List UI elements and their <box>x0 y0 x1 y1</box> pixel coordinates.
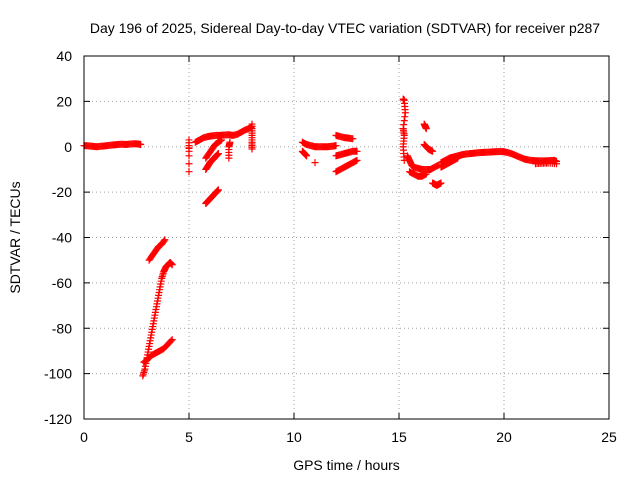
data-point <box>422 125 430 133</box>
data-point <box>214 186 222 194</box>
series-p287 <box>80 95 560 380</box>
data-point <box>248 120 256 128</box>
x-axis-label: GPS time / hours <box>293 457 400 473</box>
data-point <box>353 147 361 155</box>
y-tick-label: -100 <box>44 366 72 382</box>
x-tick-label: 0 <box>80 429 88 445</box>
data-point <box>422 170 430 178</box>
data-point <box>160 237 168 245</box>
data-point <box>349 135 357 143</box>
data-point <box>185 147 193 155</box>
y-tick-label: 40 <box>56 48 72 64</box>
data-point <box>311 159 319 167</box>
data-point <box>218 136 226 144</box>
y-tick-label: 0 <box>64 139 72 155</box>
data-point <box>454 154 462 162</box>
data-point <box>185 168 193 176</box>
data-point <box>429 147 437 155</box>
x-tick-label: 25 <box>601 429 617 445</box>
x-tick-label: 10 <box>286 429 302 445</box>
axis-ticks: 0 5 10 15 20 25 -120 -100 -80 -60 -40 -20 0 20 40 <box>44 48 617 445</box>
plot-frame <box>83 55 610 420</box>
data-point <box>168 261 176 269</box>
grid-lines <box>84 56 609 419</box>
y-tick-label: -40 <box>52 230 72 246</box>
data-point <box>185 160 193 168</box>
y-tick-label: -80 <box>52 320 72 336</box>
data-point <box>226 138 234 146</box>
y-tick-label: -60 <box>52 275 72 291</box>
data-point <box>161 236 169 244</box>
data-series <box>80 95 560 380</box>
chart-title: Day 196 of 2025, Sidereal Day-to-day VTE… <box>90 20 600 36</box>
y-tick-label: -20 <box>52 184 72 200</box>
x-tick-label: 5 <box>185 429 193 445</box>
data-point <box>167 337 175 345</box>
x-tick-label: 20 <box>496 429 512 445</box>
data-point <box>553 160 560 168</box>
data-point <box>303 152 311 160</box>
data-point <box>332 142 340 150</box>
y-tick-label: 20 <box>56 93 72 109</box>
data-point <box>214 150 222 158</box>
y-tick-label: -120 <box>44 411 72 427</box>
data-point <box>353 156 361 164</box>
data-point <box>437 179 445 187</box>
x-tick-label: 15 <box>391 429 407 445</box>
data-point <box>168 336 176 344</box>
data-point <box>137 140 145 148</box>
y-axis-label: SDTVAR / TECUs <box>7 181 23 293</box>
